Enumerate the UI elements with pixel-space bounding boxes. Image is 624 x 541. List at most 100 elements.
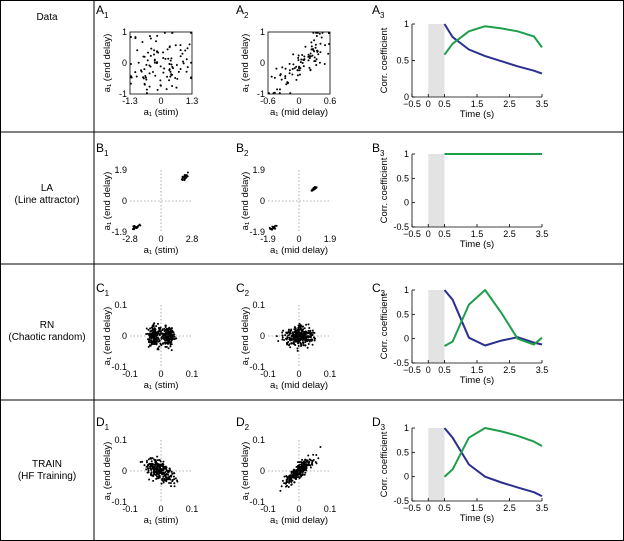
y-tick-label: 0.1	[114, 435, 127, 445]
x-tick-label: 2.5	[503, 229, 516, 239]
scatter-point	[303, 327, 306, 330]
scatter-point	[301, 339, 304, 342]
scatter-point	[173, 472, 176, 475]
scatter-point	[144, 75, 147, 78]
scatter-point	[310, 189, 313, 192]
scatter-point	[323, 63, 326, 66]
scatter-point	[155, 342, 158, 345]
panel-a1: A1 -1.3 0 1.3 -1 0 1 a₁ (stim) a₁ (end delay)	[96, 3, 198, 118]
scatter-point	[162, 475, 165, 478]
y-tick-label: 1	[404, 19, 409, 29]
scatter-point	[299, 67, 302, 70]
scatter-point	[177, 70, 180, 73]
scatter-point	[292, 338, 295, 341]
y-tick-label: 0	[404, 92, 409, 102]
scatter-point	[161, 328, 164, 331]
series-line-blue	[443, 427, 543, 498]
scatter-point	[290, 342, 293, 345]
scatter-point	[291, 73, 294, 76]
scatter-point	[173, 482, 176, 485]
scatter-point	[297, 333, 300, 336]
scatter-point	[159, 84, 162, 87]
row-label-data: Data	[0, 12, 94, 24]
scatter-point	[313, 56, 316, 59]
scatter-point	[316, 50, 319, 53]
scatter-point	[166, 341, 169, 344]
y-tick-label: 0.1	[252, 435, 265, 445]
panel-label: C1	[96, 281, 110, 298]
scatter-point	[148, 64, 151, 67]
scatter-point	[149, 37, 152, 40]
y-tick-label: -1	[119, 89, 127, 99]
scatter-point	[320, 36, 323, 39]
scatter-point	[147, 340, 150, 343]
scatter-point	[129, 62, 132, 65]
y-tick-label: 1	[404, 149, 409, 159]
scatter-point	[186, 66, 189, 69]
scatter-point	[292, 333, 295, 336]
y-tick-label: -1	[257, 89, 265, 99]
x-tick-label: 1.5	[471, 503, 484, 513]
scatter-point	[290, 483, 293, 486]
y-axis-label: a₁ (end delay)	[102, 442, 113, 501]
scatter-point	[163, 67, 166, 70]
scatter-point	[162, 342, 165, 345]
scatter-point	[292, 53, 295, 56]
scatter-point	[145, 78, 148, 81]
scatter-point	[153, 49, 156, 52]
scatter-point	[158, 459, 161, 462]
scatter-point	[171, 31, 174, 34]
scatter-point	[183, 174, 186, 177]
scatter-point	[300, 332, 303, 335]
scatter-point	[155, 62, 158, 65]
scatter-point	[305, 336, 308, 339]
scatter-point	[182, 62, 185, 65]
series-line-blue	[443, 23, 543, 75]
scatter-point	[145, 461, 148, 464]
scatter-point	[164, 474, 167, 477]
scatter-point	[284, 334, 287, 337]
scatter-point	[297, 339, 300, 342]
scatter-point	[160, 336, 163, 339]
scatter-point	[321, 31, 324, 34]
x-tick-label: 0	[426, 503, 431, 513]
scatter-point	[313, 185, 316, 188]
scatter-point	[319, 42, 322, 45]
scatter-point	[311, 54, 314, 57]
scatter-point	[158, 340, 161, 343]
scatter-point	[153, 58, 156, 61]
scatter-point	[161, 463, 164, 466]
scatter-point	[185, 70, 188, 73]
series-line-green	[443, 25, 543, 56]
scatter-point	[135, 75, 138, 78]
scatter-point	[171, 84, 174, 87]
panel-label: A1	[96, 3, 109, 20]
axes-box	[267, 31, 331, 95]
scatter-point	[280, 485, 283, 488]
scatter-point	[150, 336, 153, 339]
scatter-point	[147, 471, 150, 474]
x-tick-label: −0.5	[403, 365, 421, 375]
y-tick-label: -1.9	[111, 227, 127, 237]
scatter-point	[296, 328, 299, 331]
panel-label: B1	[96, 141, 109, 158]
scatter-point	[275, 224, 278, 227]
scatter-point	[302, 58, 305, 61]
scatter-point	[297, 59, 300, 62]
x-tick-label: -0.1	[260, 504, 276, 514]
scatter-point	[149, 457, 152, 460]
scatter-point	[309, 329, 312, 332]
scatter-point	[298, 69, 301, 72]
scatter-point	[185, 58, 188, 61]
scatter-point	[172, 67, 175, 70]
scatter-point	[296, 469, 299, 472]
scatter-point	[186, 47, 189, 50]
y-tick-label: 0.1	[114, 300, 127, 310]
scatter-point	[287, 328, 290, 331]
y-tick-label: 1	[260, 27, 265, 37]
stimulus-shade	[428, 154, 445, 227]
scatter-point	[188, 43, 191, 46]
scatter-point	[297, 324, 300, 327]
scatter-point	[275, 335, 278, 338]
